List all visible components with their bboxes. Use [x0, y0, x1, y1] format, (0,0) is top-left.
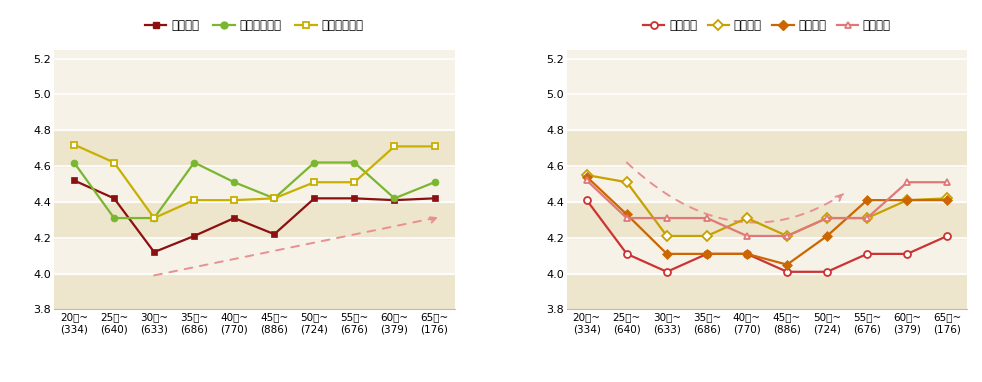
Bar: [567, 166, 967, 202]
Bar: [54, 94, 455, 130]
Bar: [567, 50, 967, 94]
Bar: [567, 94, 967, 130]
Bar: [54, 274, 455, 309]
Bar: [54, 166, 455, 202]
Bar: [54, 202, 455, 238]
Bar: [567, 130, 967, 166]
Bar: [567, 238, 967, 274]
Bar: [54, 238, 455, 274]
Bar: [54, 130, 455, 166]
Legend: 役割認識, リフレッシュ, チームワーク: 役割認識, リフレッシュ, チームワーク: [140, 14, 368, 36]
Bar: [567, 202, 967, 238]
Bar: [567, 274, 967, 309]
Legend: 自己成長, 他者承認, 他者貢献, 自己裁量: 自己成長, 他者承認, 他者貢献, 自己裁量: [638, 14, 896, 36]
Bar: [54, 50, 455, 94]
